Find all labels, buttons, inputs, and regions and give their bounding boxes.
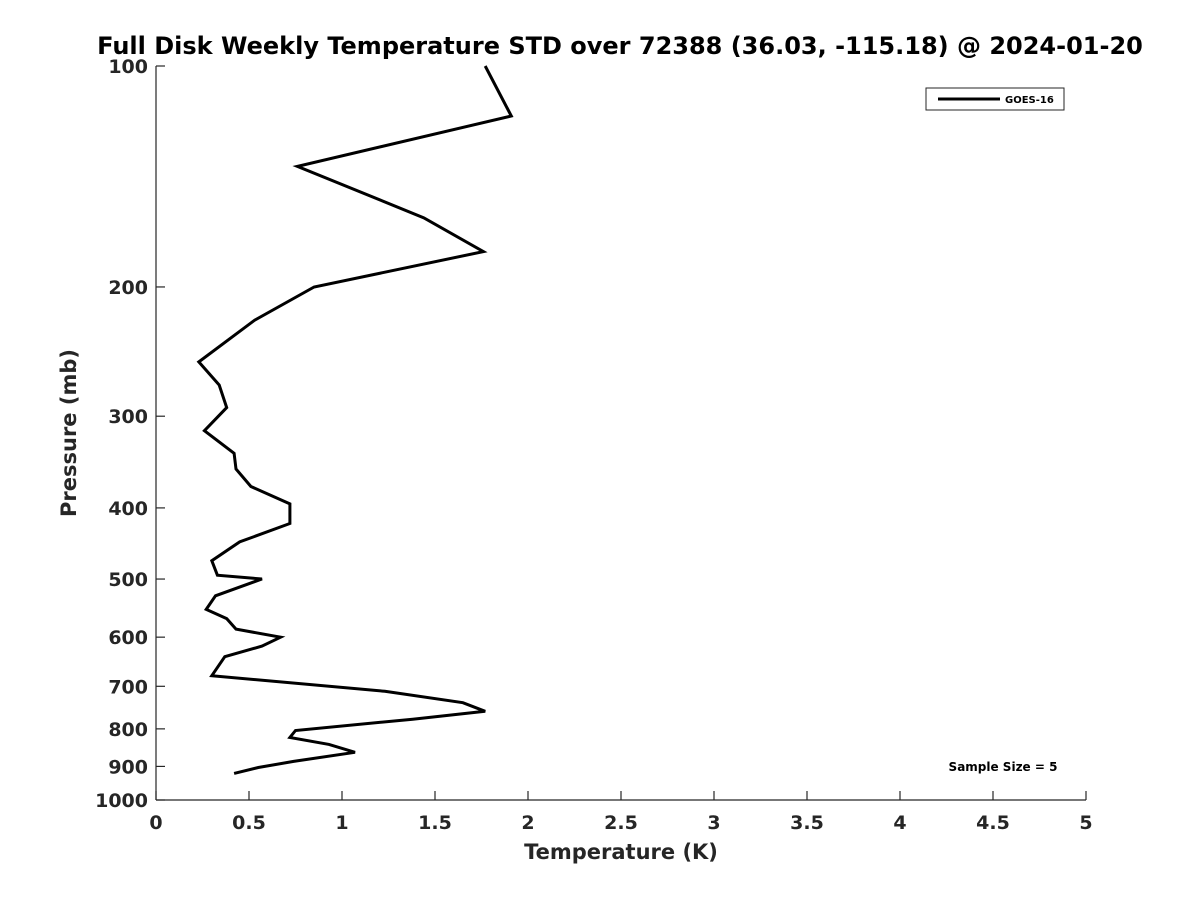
x-tick-label: 1.5 bbox=[418, 812, 452, 834]
x-ticks: 0 0.5 1 1.5 2 2.5 3 3.5 4 4.5 5 bbox=[149, 791, 1093, 834]
x-tick-label: 3.5 bbox=[790, 812, 824, 834]
y-tick-label: 400 bbox=[108, 498, 148, 520]
y-tick-label: 500 bbox=[108, 569, 148, 591]
y-tick-label: 300 bbox=[108, 406, 148, 428]
y-tick-label: 1000 bbox=[95, 790, 148, 812]
x-tick-label: 1 bbox=[335, 812, 348, 834]
series-line-goes-16 bbox=[196, 65, 514, 775]
sample-size-annotation: Sample Size = 5 bbox=[949, 760, 1058, 774]
axes-frame bbox=[155, 66, 1086, 801]
y-tick-label: 900 bbox=[108, 756, 148, 778]
y-tick-label: 700 bbox=[108, 676, 148, 698]
y-tick-label: 800 bbox=[108, 719, 148, 741]
x-tick-label: 2 bbox=[521, 812, 534, 834]
x-tick-label: 3 bbox=[707, 812, 720, 834]
y-ticks: 100 200 300 400 500 600 700 800 900 1000 bbox=[95, 56, 165, 812]
x-tick-label: 0.5 bbox=[232, 812, 266, 834]
x-tick-label: 2.5 bbox=[604, 812, 638, 834]
x-tick-label: 4.5 bbox=[976, 812, 1010, 834]
x-tick-label: 0 bbox=[149, 812, 162, 834]
series-layer bbox=[196, 65, 514, 775]
x-tick-label: 4 bbox=[893, 812, 906, 834]
y-tick-label: 100 bbox=[108, 56, 148, 78]
legend: GOES-16 bbox=[925, 87, 1065, 111]
legend-label: GOES-16 bbox=[1005, 95, 1054, 106]
y-tick-label: 600 bbox=[108, 627, 148, 649]
x-axis-label: Temperature (K) bbox=[524, 840, 718, 864]
x-tick-label: 5 bbox=[1079, 812, 1092, 834]
chart-title: Full Disk Weekly Temperature STD over 72… bbox=[97, 32, 1143, 60]
y-axis-label: Pressure (mb) bbox=[57, 349, 81, 517]
y-tick-label: 200 bbox=[108, 277, 148, 299]
